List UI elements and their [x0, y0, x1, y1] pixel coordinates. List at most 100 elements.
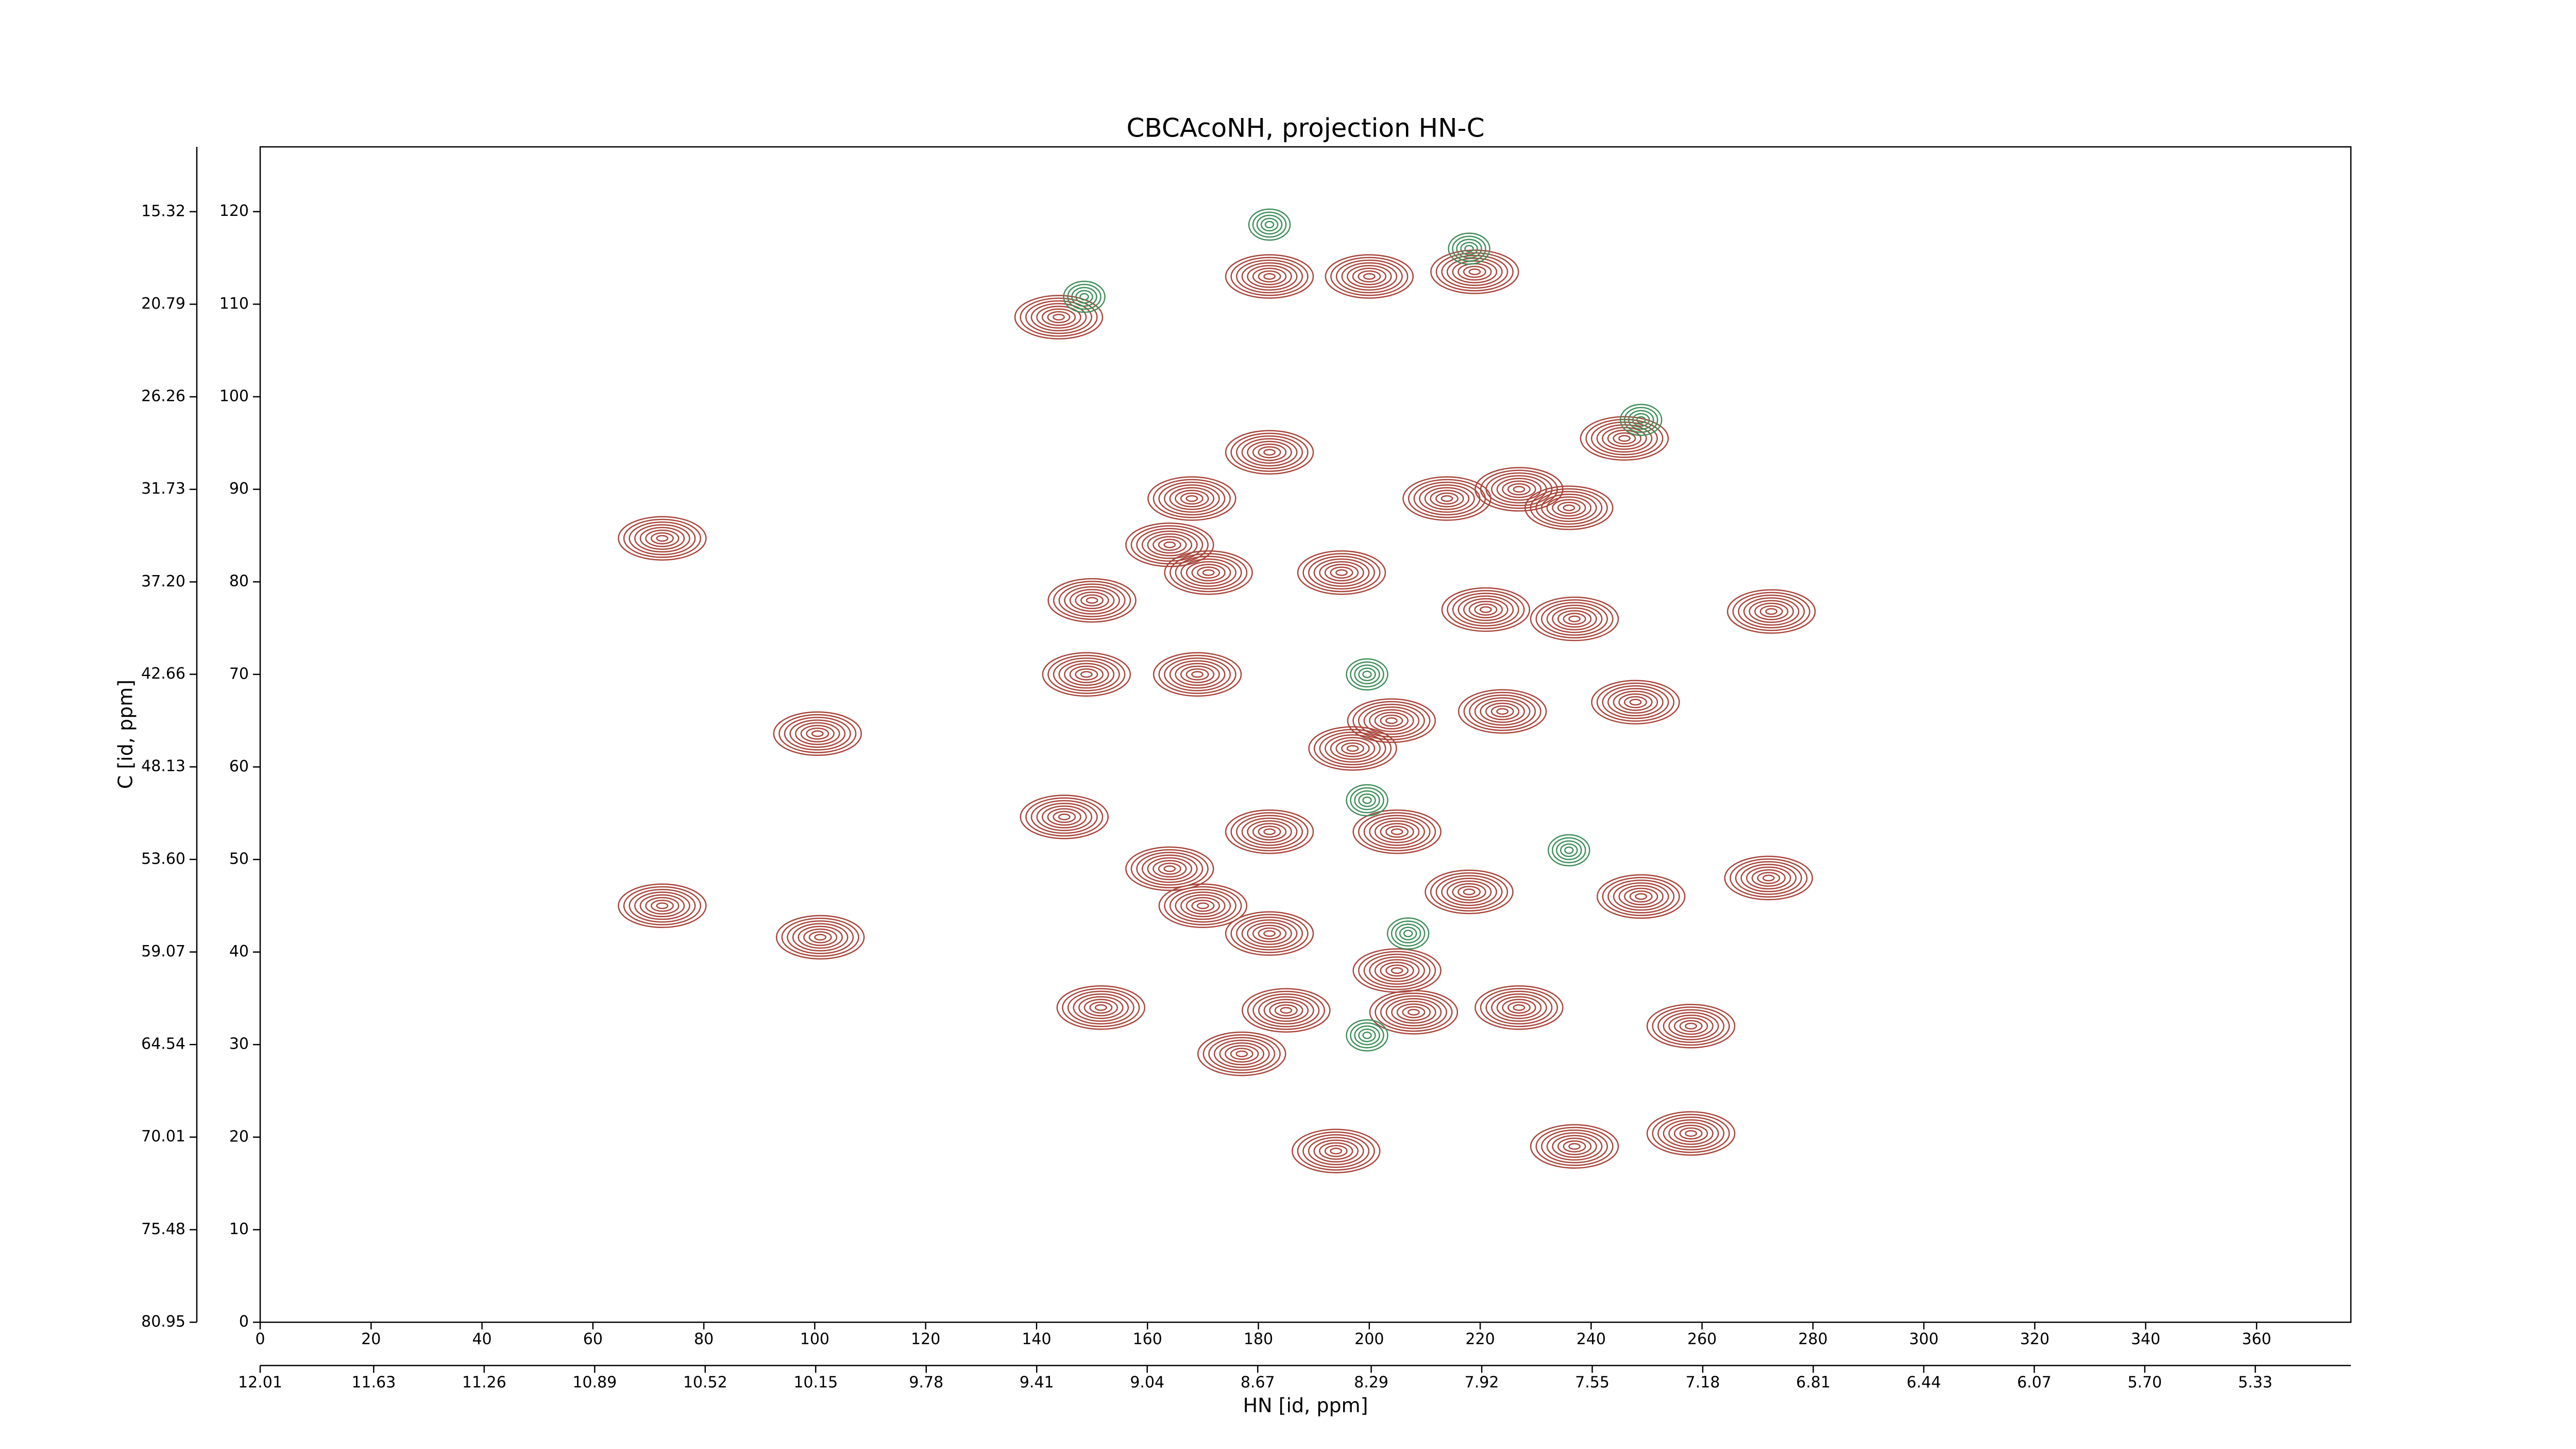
contour-ring [1354, 1025, 1380, 1046]
contour-ring [1236, 259, 1303, 294]
contour-ring [1141, 530, 1198, 559]
x2-tick-label: 10.52 [683, 1374, 727, 1392]
contour-ring [1058, 813, 1071, 820]
contour-ring [1613, 432, 1636, 445]
contour-ring [1163, 865, 1176, 872]
contour-ring [1075, 668, 1098, 681]
contour-ring [1130, 849, 1209, 888]
contour-ring [1657, 1009, 1725, 1043]
plot-frame [259, 146, 2352, 1323]
x-tick-label: 280 [1798, 1330, 1827, 1349]
contour-ring [1180, 665, 1215, 683]
x-tick-label: 20 [361, 1330, 381, 1349]
peak-contour [775, 915, 865, 960]
contour-ring [1385, 964, 1409, 977]
contour-ring [1396, 1003, 1431, 1021]
contour-ring [1557, 610, 1592, 628]
contour-ring [1230, 432, 1309, 472]
y-tick-label: 80 [229, 572, 249, 591]
contour-ring [1147, 533, 1193, 557]
contour-ring [1252, 924, 1287, 942]
contour-ring [1380, 714, 1403, 727]
contour-ring [623, 518, 702, 558]
contour-ring [787, 920, 854, 954]
contour-ring [1175, 891, 1231, 920]
contour-ring [803, 928, 838, 946]
contour-ring [1258, 927, 1281, 940]
contour-ring [1330, 1148, 1343, 1155]
contour-ring [1395, 923, 1421, 943]
contour-ring [1458, 595, 1514, 624]
peak-contour [1596, 874, 1686, 919]
contour-ring [1607, 429, 1642, 447]
peak-contour [1014, 295, 1104, 340]
contour-ring [1236, 435, 1303, 469]
contour-ring [1441, 255, 1509, 289]
y2-tick-label: 80.95 [141, 1313, 185, 1331]
x-tick-label: 80 [694, 1330, 714, 1349]
contour-ring [1341, 742, 1364, 755]
contour-ring [1730, 858, 1808, 898]
contour-ring [1313, 1139, 1359, 1162]
contour-ring [1247, 265, 1292, 288]
contour-ring [1185, 668, 1209, 681]
contour-ring [1463, 888, 1476, 896]
contour-ring [1180, 558, 1237, 587]
contour-ring [1362, 670, 1372, 679]
contour-ring [1563, 1140, 1586, 1153]
y-tick-label: 60 [229, 757, 249, 776]
contour-ring [1053, 313, 1065, 321]
contour-ring [1385, 825, 1409, 838]
x-tick-label: 260 [1687, 1330, 1717, 1349]
contour-ring [1446, 257, 1503, 286]
contour-ring [1556, 840, 1582, 861]
contour-ring [1069, 665, 1104, 683]
contour-ring [1363, 815, 1431, 849]
contour-ring [1158, 481, 1226, 516]
contour-ring [1036, 306, 1081, 329]
peak-contour [1164, 550, 1253, 595]
x2-tick-label: 8.29 [1354, 1374, 1388, 1392]
x2-tick-label: 10.89 [572, 1374, 617, 1392]
contour-ring [1064, 586, 1120, 615]
contour-ring [1732, 592, 1810, 631]
peak-contour [1147, 476, 1236, 521]
contour-ring [1541, 602, 1608, 636]
x-tick-label: 120 [911, 1330, 940, 1349]
contour-ring [1064, 663, 1109, 686]
contour-ring [1252, 443, 1287, 461]
contour-ring [1552, 607, 1597, 631]
contour-ring [1374, 820, 1420, 844]
contour-ring [1496, 996, 1542, 1019]
contour-ring [1446, 880, 1492, 904]
contour-ring [1136, 852, 1204, 886]
peak-contour [618, 883, 707, 929]
contour-ring [1352, 267, 1386, 285]
contour-ring [645, 897, 680, 915]
peak-contour [1646, 1111, 1736, 1156]
contour-ring [1358, 667, 1376, 682]
contour-ring [1557, 501, 1581, 514]
contour-ring [634, 524, 690, 553]
x-axis-label: HN [id, ppm] [1243, 1394, 1368, 1417]
contour-ring [1663, 1012, 1719, 1040]
contour-ring [1380, 823, 1414, 841]
peak-contour [1352, 809, 1442, 854]
y-tick-label: 20 [229, 1127, 249, 1145]
contour-ring [1391, 967, 1403, 974]
contour-ring [1080, 594, 1104, 606]
y2-tick-label: 37.20 [141, 572, 185, 591]
contour-ring [1247, 990, 1325, 1030]
contour-ring [1738, 594, 1805, 629]
contour-ring [1053, 658, 1120, 692]
peak-contour [1225, 911, 1314, 956]
y-tick-label: 50 [229, 850, 249, 868]
contour-ring [798, 925, 843, 949]
contour-ring [1479, 606, 1492, 613]
contour-ring [1230, 812, 1309, 852]
contour-ring [1613, 882, 1669, 911]
contour-ring [1402, 1006, 1426, 1019]
contour-ring [1241, 262, 1298, 291]
contour-ring [1480, 988, 1558, 1027]
contour-ring [1463, 692, 1541, 731]
